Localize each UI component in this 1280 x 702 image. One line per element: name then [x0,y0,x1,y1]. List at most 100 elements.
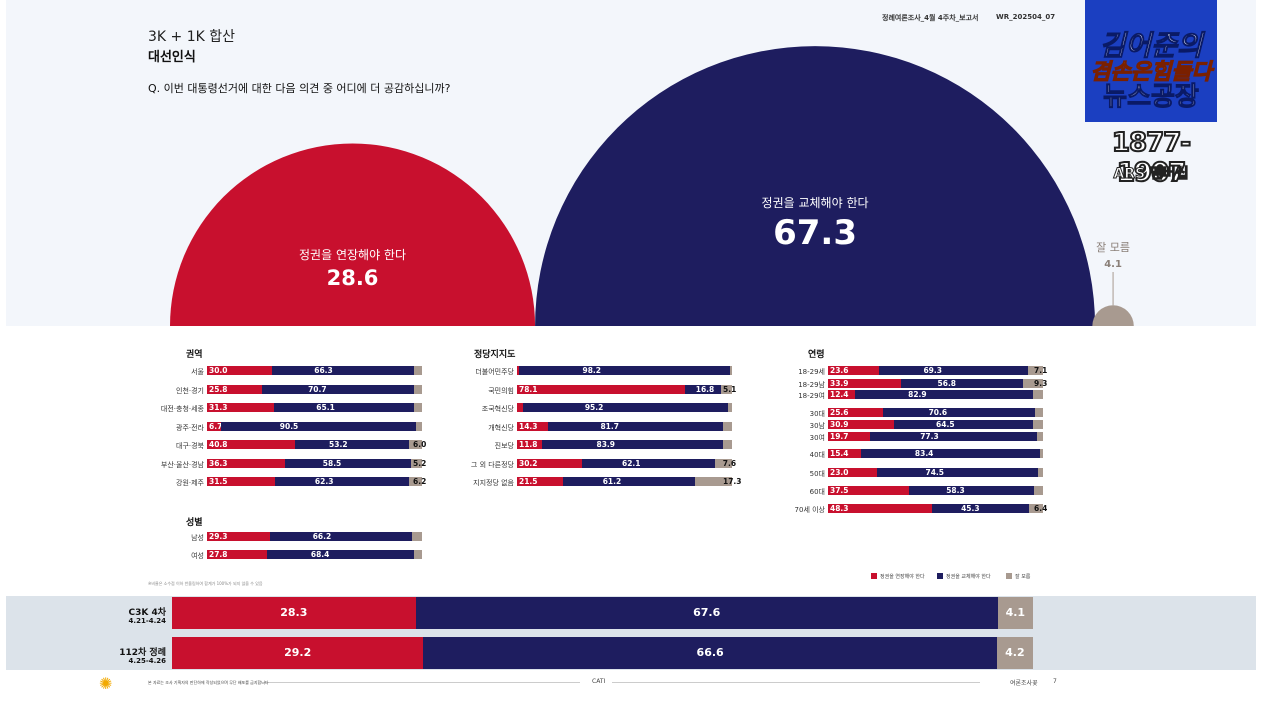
bar-value-party: 21.5 [519,477,538,486]
bar-segment-region [207,477,275,486]
footnote: ※비율은 소수점 이하 반올림하여 합계가 100%가 되지 않을 수 있음 [148,581,263,586]
bar-segment-region [207,459,286,468]
bar-segment-party [547,422,724,431]
bar-segment-region [271,366,415,375]
page-subtitle: 3K + 1K 합산 [148,29,236,45]
row-label-age: 40대 [809,451,825,459]
label-unknown: 잘 모름 [1096,241,1130,254]
bar-segment-age [828,420,895,429]
bar-segment-gender [266,550,414,559]
doc-code: WR_202504_07 [996,13,1056,21]
summary-value: 67.6 [693,606,721,619]
legend-label: 잘 모름 [1015,574,1031,580]
summary-value: 28.3 [280,606,308,619]
row-label-age: 70세 이상 [794,506,825,514]
bar-segment-age [1029,504,1043,513]
bar-segment-region [262,385,415,394]
bar-segment-party [730,366,732,375]
row-label-age: 30대 [809,410,825,418]
row-label-gender: 남성 [191,534,204,542]
bar-segment-party [563,477,695,486]
row-label-gender: 여성 [191,552,204,560]
bar-value-age: 9.3 [1034,379,1048,388]
legend-swatch [871,573,877,579]
row-label-party: 지지정당 없음 [473,479,514,487]
row-label-party: 진보당 [494,442,514,450]
bar-value-age: 74.5 [925,468,945,477]
bar-segment-age [828,486,909,495]
bar-segment-region [221,422,416,431]
bar-segment-party [723,422,732,431]
bar-value-age: 23.6 [830,366,849,375]
logo-line-3: 뉴스공장 [1103,82,1200,113]
bar-value-age: 7.1 [1034,366,1048,375]
footer-left: 본 자료는 조사 기획자의 판단하에 작성되었으며 무단 배포를 금지합니다 [148,680,269,685]
bar-value-age: 77.3 [920,432,939,441]
bar-value-age: 56.8 [937,379,957,388]
summary-value: 4.1 [1005,606,1026,619]
bar-segment-age [1033,486,1043,495]
bar-value-gender: 68.4 [310,550,330,559]
bar-value-region: 40.8 [209,440,228,449]
bar-value-age: 58.3 [946,486,965,495]
question-text: Q. 이번 대통령선거에 대한 다음 의견 중 어디에 더 공감하십니까? [148,82,451,95]
bar-segment-party [715,459,732,468]
bar-segment-party [542,440,723,449]
bar-segment-region [408,477,422,486]
bar-segment-party [517,366,520,375]
bar-value-gender: 27.8 [209,550,228,559]
bar-segment-party [517,459,582,468]
bar-value-age: 82.9 [908,390,927,399]
flower-logo-icon: ✺ [99,674,113,693]
footer-rule-left [262,682,580,683]
bar-segment-party [523,403,729,412]
bar-value-party: 5.1 [723,385,737,394]
bar-value-age: 37.5 [830,486,849,495]
bar-segment-gender [412,532,422,541]
summary-segment [997,597,1033,629]
bar-segment-party [517,403,524,412]
bar-segment-age [828,504,932,513]
bar-segment-gender [269,532,413,541]
bar-segment-party [694,477,732,486]
bar-value-region: 62.3 [314,477,334,486]
bar-value-age: 83.4 [914,449,934,458]
footer-right: 여론조사꽃 [1010,680,1038,687]
bar-segment-party [684,385,722,394]
row-label-region: 광주·전라 [176,424,204,432]
bar-segment-region [207,403,275,412]
summary-value: 29.2 [284,646,312,659]
legend-label: 정권을 연장해야 한다 [880,574,925,580]
bar-segment-age [828,408,884,417]
value-extend: 28.6 [327,266,379,290]
legend-label: 정권을 교체해야 한다 [946,574,991,580]
bar-value-region: 65.1 [316,403,335,412]
row-label-age: 60대 [809,488,825,496]
section-title-age: 연령 [808,350,825,360]
semicircle-extend [170,143,536,326]
bar-segment-party [581,459,716,468]
bar-segment-age [1033,420,1043,429]
bar-value-party: 83.9 [596,440,615,449]
bar-value-region: 5.2 [413,459,427,468]
bar-value-region: 66.3 [314,366,333,375]
bar-segment-age [1032,390,1043,399]
row-label-region: 인천·경기 [176,387,204,395]
bar-segment-party [722,440,732,449]
bar-segment-gender [413,550,422,559]
row-label-age: 18-29세 [798,368,825,376]
row-label-region: 대구·경북 [176,442,204,450]
bar-segment-region [274,477,409,486]
row-label-region: 대전·충청·세종 [160,405,204,413]
bar-value-region: 53.2 [329,440,348,449]
bar-value-region: 6.7 [209,422,223,431]
bar-segment-age [870,432,1037,441]
bar-segment-region [207,440,295,449]
row-label-party: 개혁신당 [488,424,514,432]
bar-segment-age [861,449,1041,458]
bar-segment-age [1023,379,1043,388]
row-label-age: 18-29여 [798,392,825,400]
bar-value-region: 70.7 [308,385,327,394]
bar-segment-region [410,459,422,468]
